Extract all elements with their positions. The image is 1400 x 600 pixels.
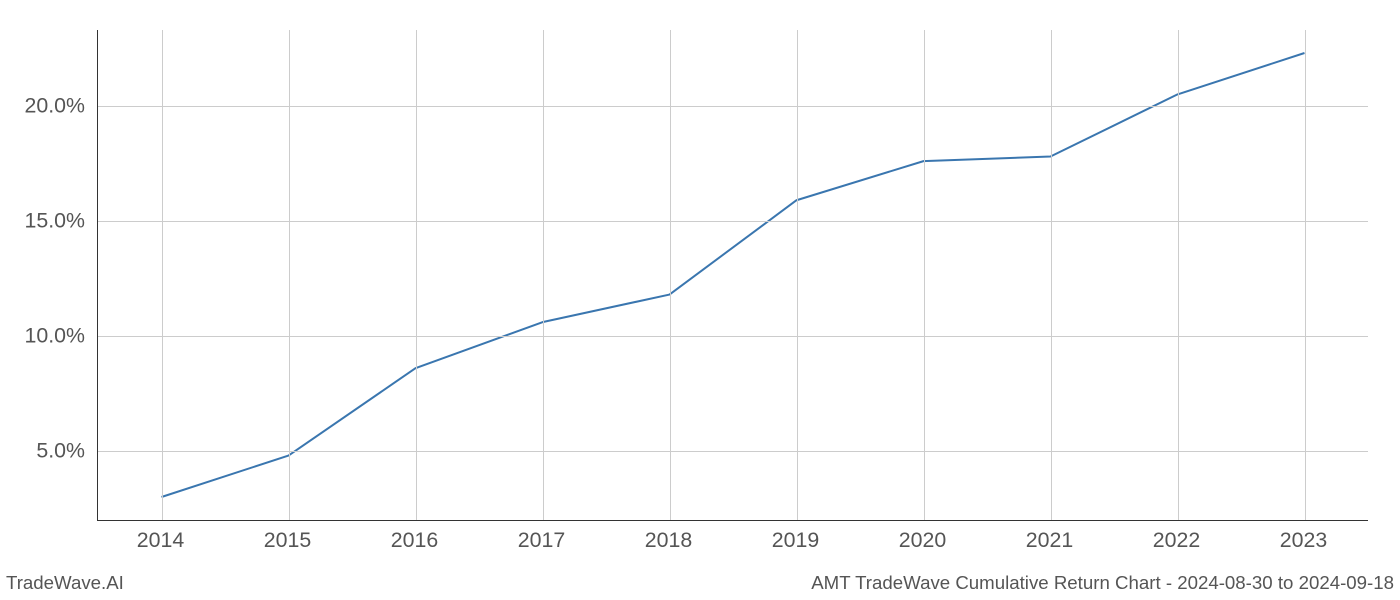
x-tick-label: 2017 xyxy=(518,528,565,553)
gridline-vertical xyxy=(1178,30,1179,520)
gridline-vertical xyxy=(416,30,417,520)
footer-right-label: AMT TradeWave Cumulative Return Chart - … xyxy=(811,572,1394,594)
gridline-vertical xyxy=(543,30,544,520)
x-tick-label: 2018 xyxy=(645,528,692,553)
plot-area xyxy=(97,30,1368,521)
x-tick-label: 2020 xyxy=(899,528,946,553)
gridline-horizontal xyxy=(98,106,1368,107)
gridline-vertical xyxy=(1051,30,1052,520)
x-tick-label: 2019 xyxy=(772,528,819,553)
x-tick-label: 2021 xyxy=(1026,528,1073,553)
gridline-horizontal xyxy=(98,336,1368,337)
y-tick-label: 15.0% xyxy=(0,208,85,233)
footer-left-label: TradeWave.AI xyxy=(6,572,124,594)
gridline-horizontal xyxy=(98,221,1368,222)
gridline-vertical xyxy=(924,30,925,520)
gridline-vertical xyxy=(162,30,163,520)
chart-container: TradeWave.AI AMT TradeWave Cumulative Re… xyxy=(0,0,1400,600)
y-tick-label: 5.0% xyxy=(0,438,85,463)
gridline-horizontal xyxy=(98,451,1368,452)
x-tick-label: 2015 xyxy=(264,528,311,553)
x-tick-label: 2016 xyxy=(391,528,438,553)
y-tick-label: 20.0% xyxy=(0,93,85,118)
gridline-vertical xyxy=(797,30,798,520)
gridline-vertical xyxy=(289,30,290,520)
gridline-vertical xyxy=(670,30,671,520)
x-tick-label: 2022 xyxy=(1153,528,1200,553)
x-tick-label: 2023 xyxy=(1280,528,1327,553)
y-tick-label: 10.0% xyxy=(0,323,85,348)
gridline-vertical xyxy=(1305,30,1306,520)
x-tick-label: 2014 xyxy=(137,528,184,553)
line-path xyxy=(162,53,1305,497)
